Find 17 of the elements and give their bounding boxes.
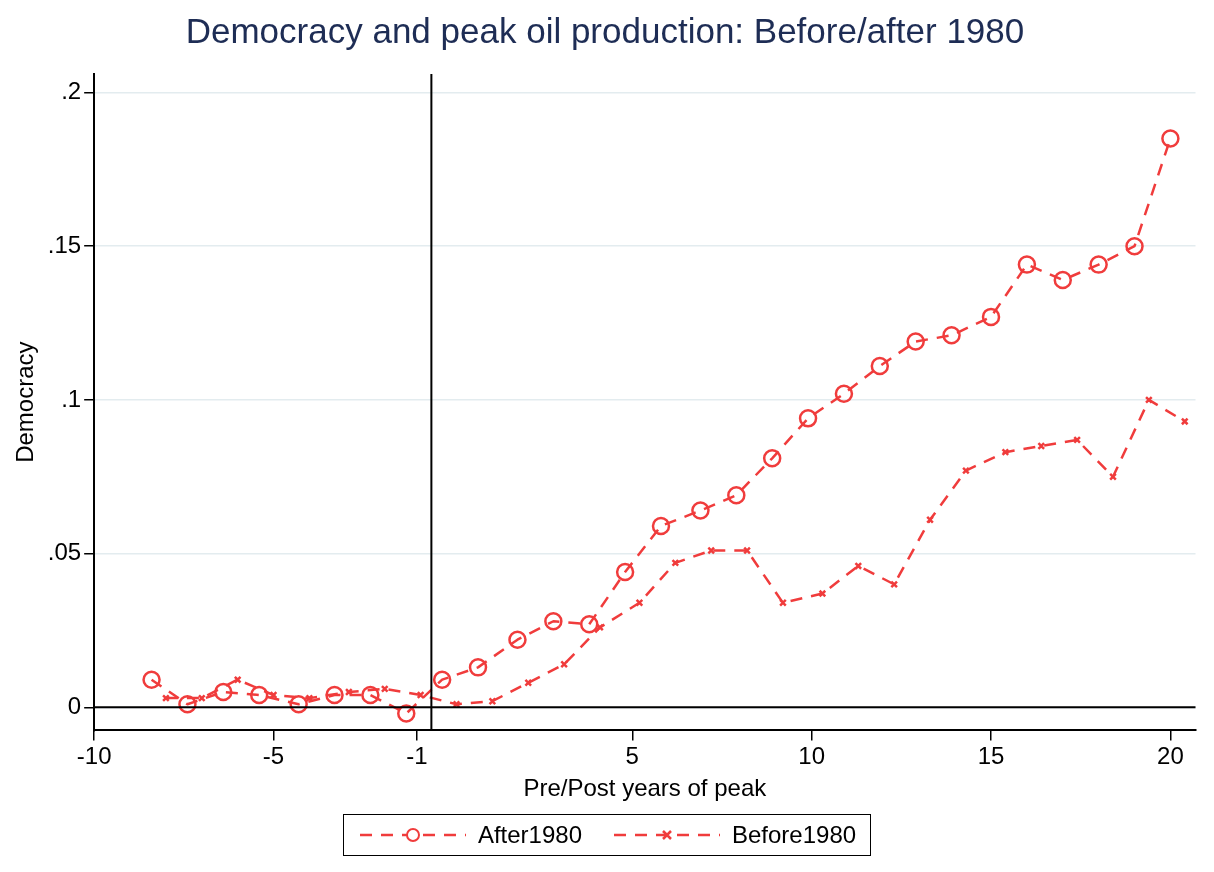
x-tick-label: -1 bbox=[406, 742, 428, 770]
y-tick-label: .2 bbox=[61, 77, 82, 105]
x-tick-label: 5 bbox=[625, 742, 639, 770]
y-tick-label: .1 bbox=[61, 384, 82, 412]
x-tick-label: 10 bbox=[798, 742, 825, 770]
y-tick-label: .05 bbox=[47, 538, 82, 566]
y-axis-title: Democracy bbox=[11, 341, 39, 463]
x-tick-label: -5 bbox=[262, 742, 285, 770]
chart-title: Democracy and peak oil production: Before/after 1980 bbox=[185, 10, 1025, 50]
y-tick-label: 0 bbox=[67, 691, 82, 719]
y-tick-label: .15 bbox=[47, 230, 82, 258]
legend-label: Before1980 bbox=[731, 821, 857, 849]
x-tick-label: 20 bbox=[1157, 742, 1184, 770]
x-tick-label: -10 bbox=[76, 742, 112, 770]
x-axis-title: Pre/Post years of peak bbox=[523, 774, 768, 802]
legend-label: After1980 bbox=[477, 821, 582, 849]
x-tick-label: 15 bbox=[977, 742, 1005, 770]
